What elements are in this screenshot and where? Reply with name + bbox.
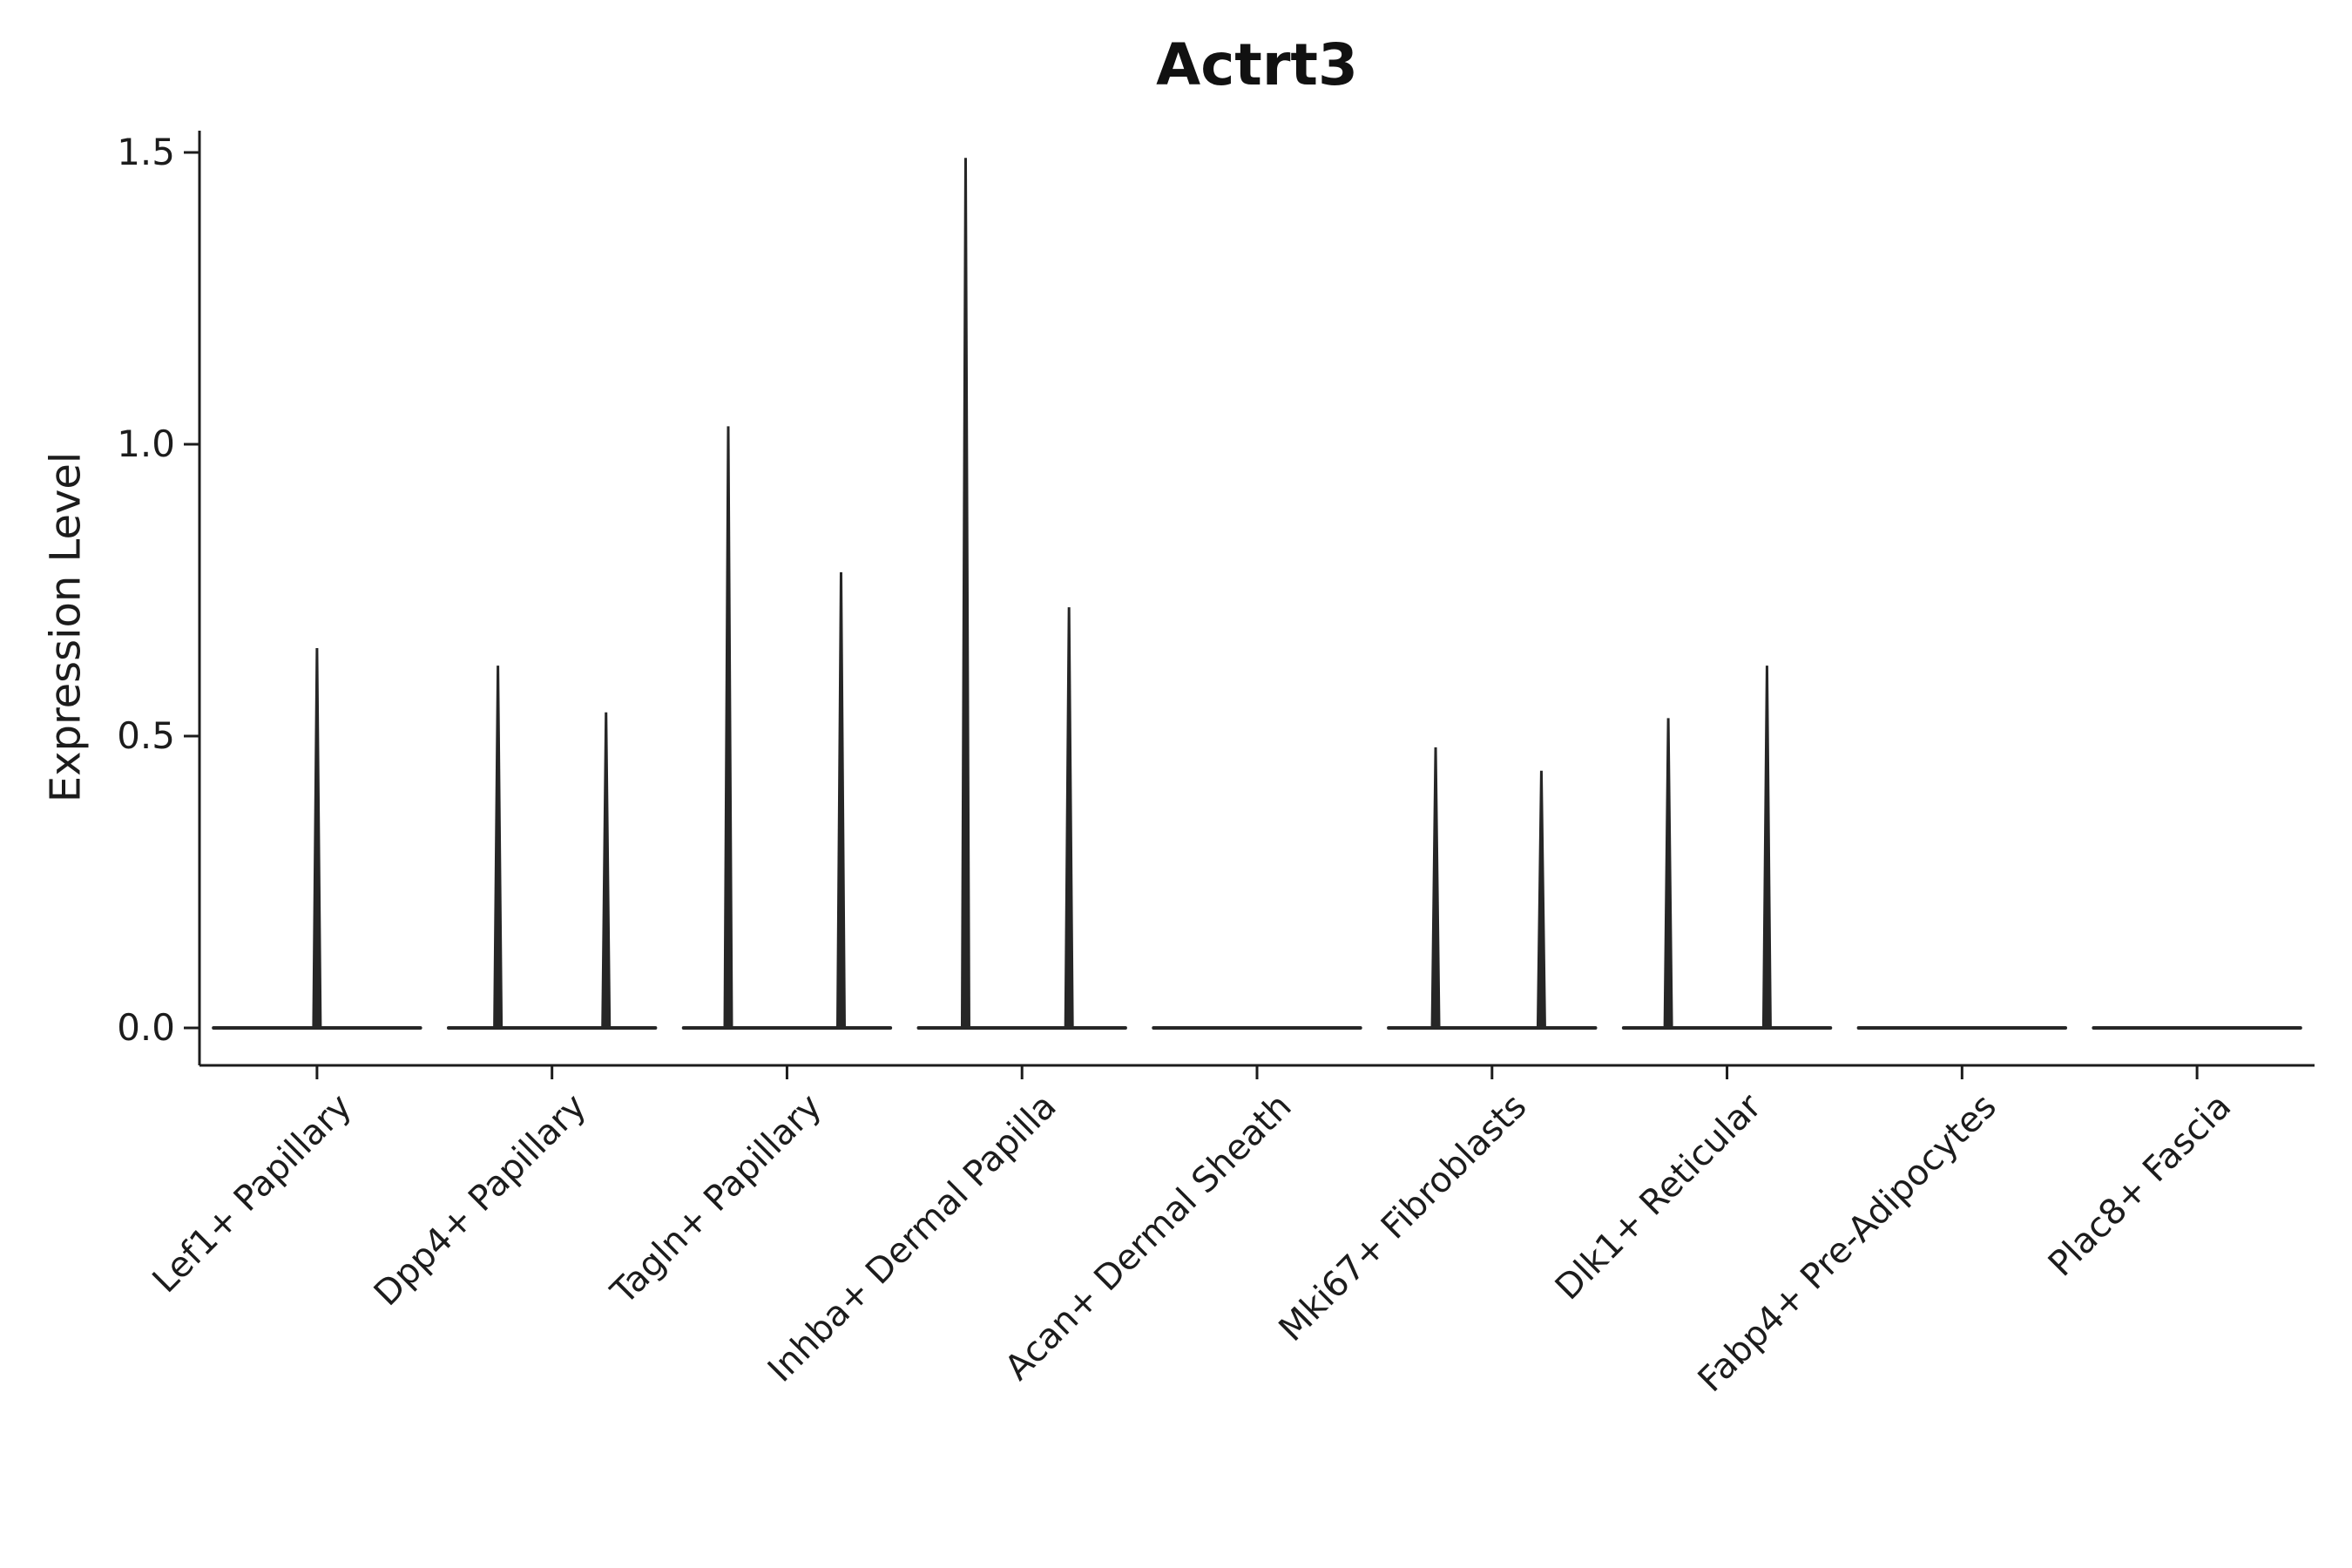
violin-spike: [1064, 607, 1074, 1029]
violin-spike: [960, 158, 970, 1029]
y-tick-label: 1.5: [117, 131, 175, 173]
violin-spike: [601, 712, 612, 1029]
violin-spike: [493, 666, 504, 1029]
violins-layer: [212, 158, 2302, 1030]
violin: [1621, 666, 1833, 1030]
violin-spike: [1430, 747, 1441, 1029]
violin-spike: [723, 426, 733, 1029]
violin: [446, 666, 658, 1030]
violin-spike: [1663, 718, 1673, 1029]
violin-spike: [1761, 666, 1772, 1029]
axes-layer: [184, 131, 2315, 1079]
violin: [681, 426, 893, 1030]
chart-title: Actrt3: [1156, 31, 1358, 98]
violin: [916, 158, 1127, 1030]
violin-spike: [1536, 770, 1546, 1029]
violin-spike: [312, 648, 322, 1029]
y-tick-label: 0.5: [117, 714, 175, 757]
y-tick-label: 1.0: [117, 422, 175, 465]
y-tick-label: 0.0: [117, 1006, 175, 1049]
violin: [1387, 747, 1598, 1030]
violin-spike: [835, 571, 846, 1029]
violin: [212, 648, 422, 1030]
